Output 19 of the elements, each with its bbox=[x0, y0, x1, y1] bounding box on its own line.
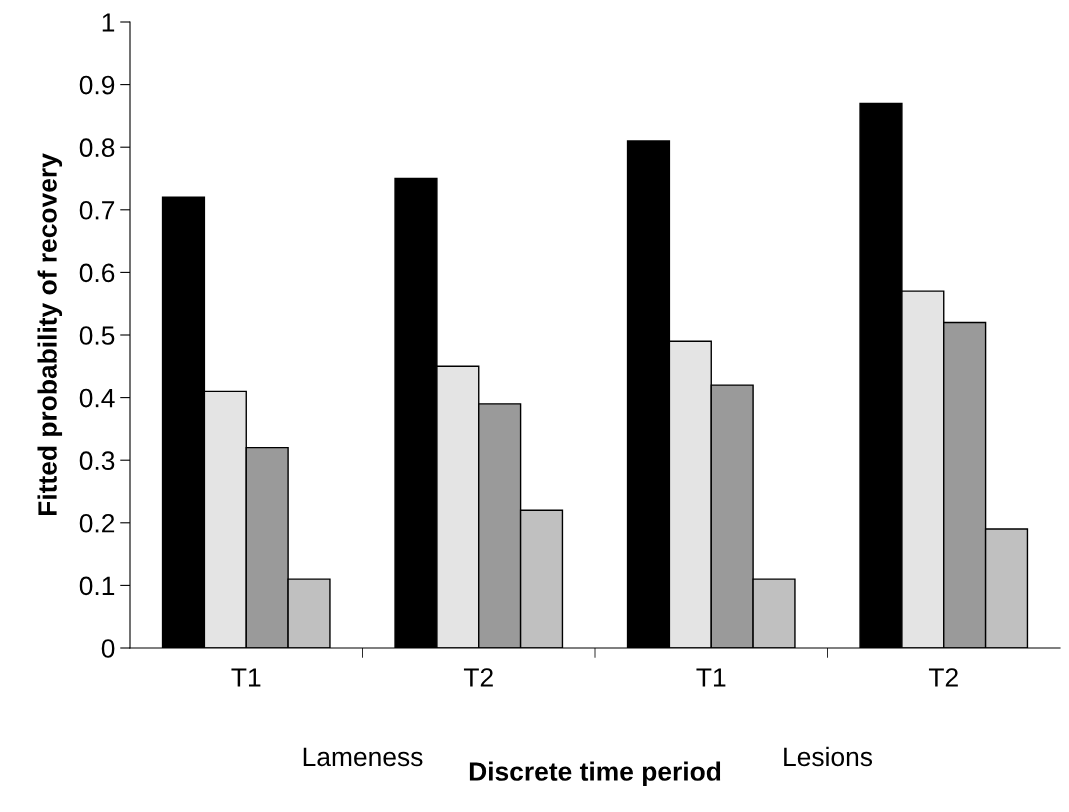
y-tick-label: 0.6 bbox=[79, 263, 115, 283]
y-tick-label: 0 bbox=[101, 639, 115, 658]
x-tick-label: T1 bbox=[696, 668, 726, 687]
y-tick-label: 0.1 bbox=[79, 576, 115, 596]
y-tick-label: 0.3 bbox=[79, 451, 115, 471]
text: Lesions bbox=[784, 746, 873, 767]
y-tick-label: 0.4 bbox=[79, 388, 115, 408]
x-tick-label: T1 bbox=[231, 668, 261, 687]
y-tick-label: 1 bbox=[102, 13, 115, 32]
text: Lameness bbox=[303, 747, 423, 767]
x-axis-title: Discrete time period bbox=[469, 761, 721, 787]
y-tick-label: 0.2 bbox=[79, 513, 115, 533]
y-tick-label: 0.5 bbox=[79, 326, 115, 345]
x-tick-label: T2 bbox=[463, 668, 493, 687]
y-tick-label: 0.9 bbox=[79, 75, 115, 95]
y-axis-title: Fitted probability of recovery bbox=[37, 153, 63, 516]
y-tick-label: 0.8 bbox=[79, 138, 115, 158]
x-tick-label: T2 bbox=[928, 668, 958, 687]
y-tick-label: 0.7 bbox=[79, 200, 115, 220]
